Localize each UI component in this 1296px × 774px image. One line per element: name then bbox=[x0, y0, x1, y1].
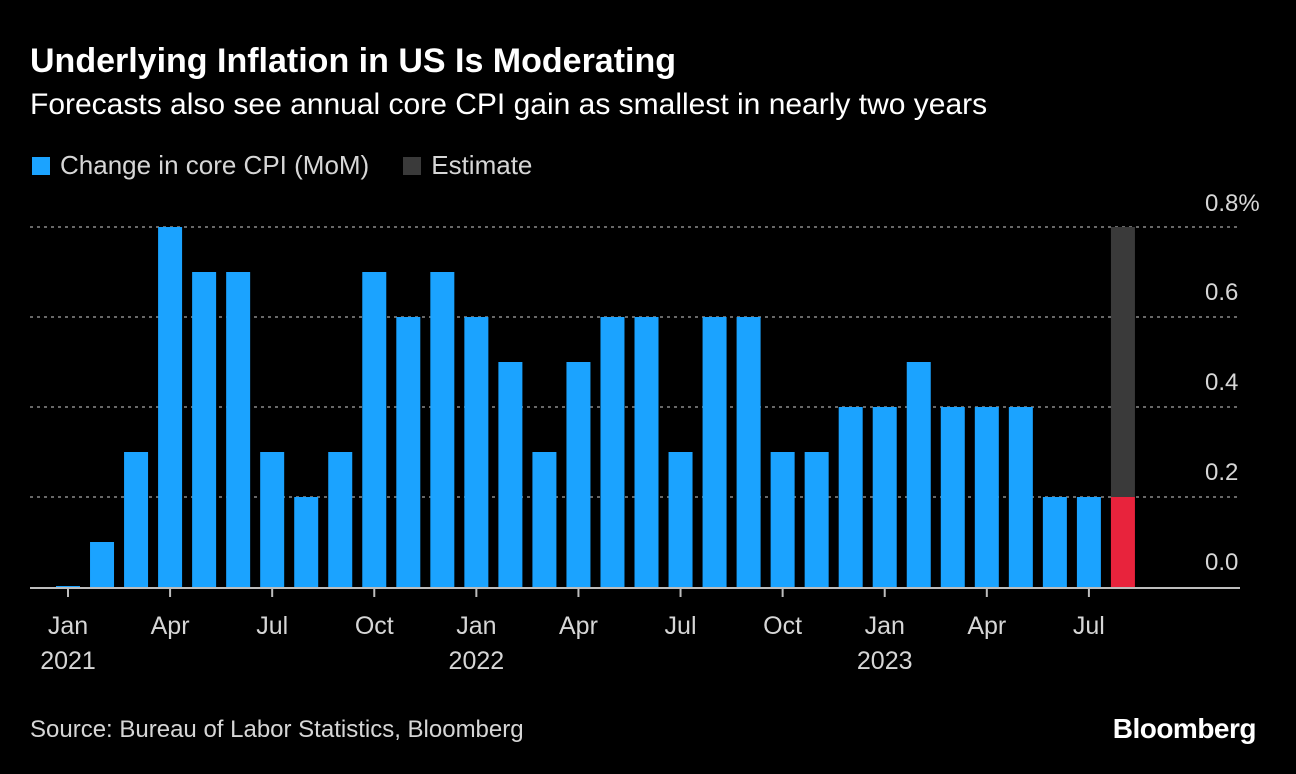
legend-item-core-cpi: Change in core CPI (MoM) bbox=[32, 150, 369, 181]
bar-2 bbox=[124, 452, 149, 587]
bar-27 bbox=[974, 407, 999, 587]
legend-swatch-core-cpi bbox=[32, 156, 50, 175]
bar-25 bbox=[906, 362, 931, 587]
bar-26 bbox=[940, 407, 965, 587]
legend-swatch-estimate bbox=[403, 156, 422, 175]
x-year-label-0: 2021 bbox=[40, 647, 96, 675]
x-tick-label-1: Apr bbox=[151, 612, 190, 640]
chart-subtitle: Forecasts also see annual core CPI gain … bbox=[30, 88, 988, 121]
x-tick-label-0: Jan bbox=[48, 612, 88, 640]
bar-15 bbox=[566, 362, 591, 587]
legend: Change in core CPI (MoM) Estimate bbox=[32, 150, 566, 181]
y-tick-label-2: 0.4 bbox=[1205, 369, 1238, 396]
bar-10 bbox=[396, 317, 421, 587]
bar-8 bbox=[328, 452, 353, 587]
bar-13 bbox=[498, 362, 523, 587]
y-tick-label-1: 0.2 bbox=[1205, 459, 1238, 486]
bar-16 bbox=[600, 317, 625, 587]
bar-7 bbox=[294, 497, 319, 587]
bar-4 bbox=[192, 272, 217, 587]
chart-title: Underlying Inflation in US Is Moderating bbox=[30, 42, 677, 80]
bar-24 bbox=[872, 407, 897, 587]
x-tick-label-10: Jul bbox=[1073, 612, 1105, 640]
estimate-range-bar bbox=[1110, 227, 1135, 497]
bar-22 bbox=[804, 452, 829, 587]
bar-28 bbox=[1008, 407, 1033, 587]
x-tick-label-8: Jan bbox=[865, 612, 905, 640]
bar-14 bbox=[532, 452, 557, 587]
bar-12 bbox=[464, 317, 489, 587]
estimate-median-bar bbox=[1110, 497, 1135, 587]
bar-6 bbox=[260, 452, 285, 587]
x-tick-label-2: Jul bbox=[256, 612, 288, 640]
bar-21 bbox=[770, 452, 795, 587]
bar-19 bbox=[702, 317, 727, 587]
x-tick-label-3: Oct bbox=[355, 612, 394, 640]
source-note: Source: Bureau of Labor Statistics, Bloo… bbox=[30, 716, 524, 743]
x-year-label-8: 2023 bbox=[857, 647, 913, 675]
bar-5 bbox=[226, 272, 251, 587]
y-tick-label-3: 0.6 bbox=[1205, 279, 1238, 306]
bar-9 bbox=[362, 272, 387, 587]
bar-1 bbox=[90, 542, 115, 587]
legend-item-estimate: Estimate bbox=[403, 150, 532, 181]
bar-17 bbox=[634, 317, 659, 587]
bar-29 bbox=[1042, 497, 1067, 587]
bar-23 bbox=[838, 407, 863, 587]
bloomberg-logo: Bloomberg bbox=[1112, 713, 1257, 744]
bar-18 bbox=[668, 452, 693, 587]
x-tick-label-5: Apr bbox=[559, 612, 598, 640]
x-tick-label-7: Oct bbox=[763, 612, 802, 640]
bar-3 bbox=[158, 227, 183, 587]
bar-20 bbox=[736, 317, 761, 587]
bar-11 bbox=[430, 272, 455, 587]
legend-label-estimate: Estimate bbox=[431, 150, 533, 180]
legend-label-core-cpi: Change in core CPI (MoM) bbox=[60, 150, 370, 180]
x-tick-label-6: Jul bbox=[665, 612, 697, 640]
y-tick-label-4: 0.8% bbox=[1205, 190, 1260, 217]
y-tick-label-0: 0.0 bbox=[1205, 549, 1238, 576]
x-tick-label-9: Apr bbox=[967, 612, 1006, 640]
x-tick-label-4: Jan bbox=[456, 612, 496, 640]
x-year-label-4: 2022 bbox=[449, 647, 505, 675]
bar-30 bbox=[1076, 497, 1101, 587]
